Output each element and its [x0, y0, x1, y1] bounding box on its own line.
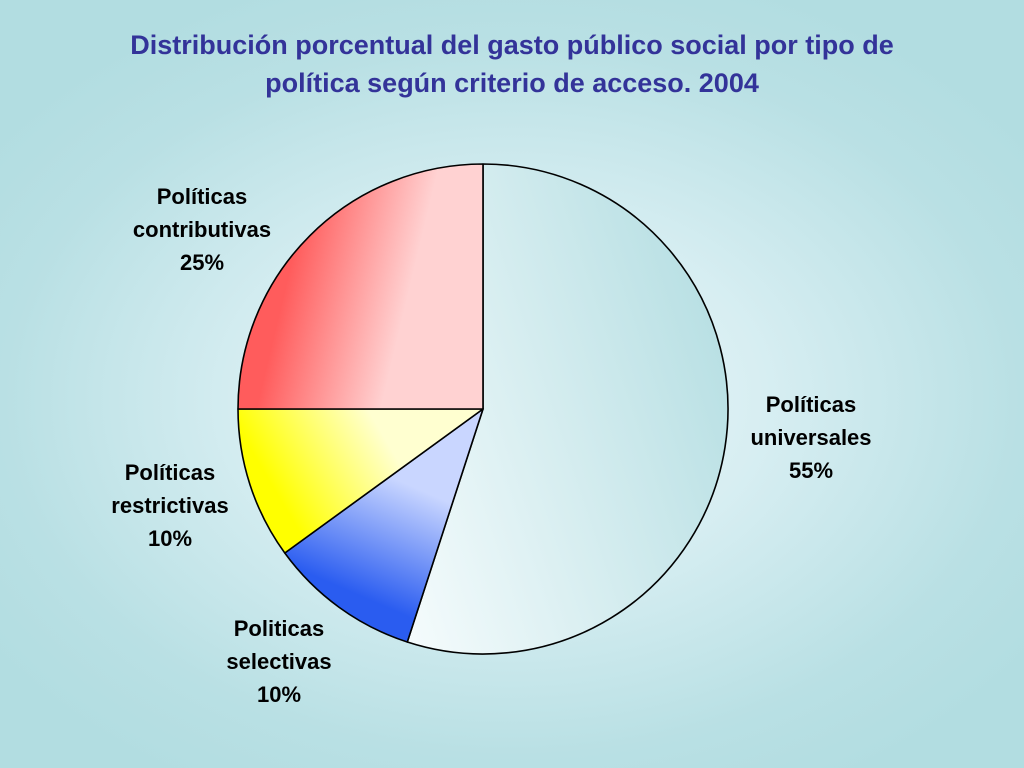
pie-label-value: 55% [789, 458, 833, 483]
pie-label-value: 10% [257, 682, 301, 707]
pie-label-name-line: contributivas [133, 217, 271, 242]
chart-title-line-2: política según criterio de acceso. 2004 [265, 68, 759, 98]
pie-label-name-line: Políticas [157, 184, 247, 209]
pie-label-restrictivas: Políticas restrictivas 10% [111, 460, 228, 551]
pie-slice-universales [406, 163, 729, 655]
pie-label-contributivas: Políticas contributivas 25% [133, 184, 271, 275]
pie-slice-contributivas [237, 163, 484, 410]
pie-label-name-line: selectivas [226, 649, 331, 674]
pie-label-name-line: restrictivas [111, 493, 228, 518]
pie-label-name-line: Politicas [234, 616, 324, 641]
pie-label-universales: Políticas universales 55% [750, 392, 871, 483]
pie-labels: Políticas universales 55% Politicas selectiv… [111, 184, 871, 707]
pie-slice-restrictivas [237, 408, 484, 554]
pie-slice-selectivas [283, 408, 484, 643]
pie-label-value: 10% [148, 526, 192, 551]
pie-label-name-line: Políticas [766, 392, 856, 417]
pie-label-name-line: Políticas [125, 460, 215, 485]
pie-slices [237, 163, 729, 655]
chart-title-line-1: Distribución porcentual del gasto públic… [130, 30, 894, 60]
pie-label-name-line: universales [750, 425, 871, 450]
chart-title: Distribución porcentual del gasto públic… [40, 26, 984, 102]
pie-label-value: 25% [180, 250, 224, 275]
pie-label-selectivas: Politicas selectivas 10% [226, 616, 331, 707]
